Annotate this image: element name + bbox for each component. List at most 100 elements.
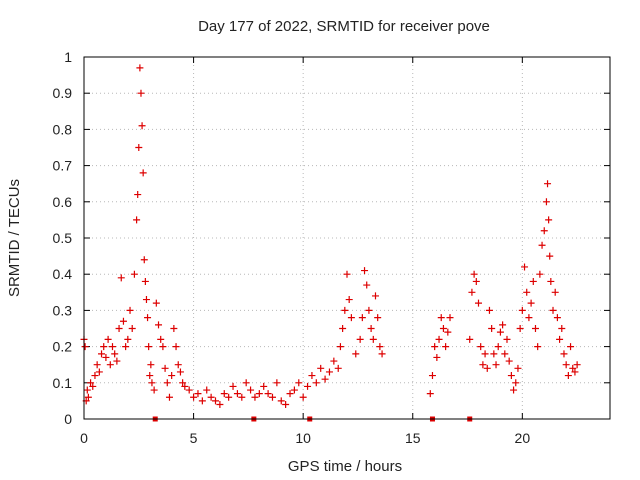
data-point: [111, 350, 119, 358]
data-point: [165, 393, 173, 401]
data-point: [556, 335, 564, 343]
axes: 0 5 10 15 20 0 0.1 0.2 0.3 0.4 0.5 0.6 0.7 0.8 0.9 1: [53, 49, 610, 446]
data-point: [264, 390, 272, 398]
data-point: [229, 382, 237, 390]
data-point: [345, 296, 353, 304]
y-tick-label: 0: [64, 411, 72, 427]
y-tick-label: 0.3: [53, 302, 73, 318]
data-point: [374, 314, 382, 322]
data-point: [341, 306, 349, 314]
data-point: [135, 144, 143, 151]
data-point: [168, 372, 176, 380]
data-point: [91, 372, 99, 380]
y-axis-label: SRMTID / TECUs: [6, 179, 23, 297]
data-point: [119, 317, 127, 325]
data-point: [569, 364, 577, 372]
data-point: [170, 325, 178, 332]
data-point: [181, 382, 189, 390]
data-point: [98, 350, 106, 358]
data-point: [242, 379, 250, 387]
y-tick-label: 0.4: [53, 266, 73, 282]
data-point: [356, 335, 364, 343]
data-point: [505, 357, 513, 365]
data-point: [512, 379, 520, 387]
data-point: [549, 306, 557, 314]
data-point: [130, 270, 138, 278]
data-point: [155, 321, 163, 329]
x-tick-label: 20: [515, 430, 531, 446]
data-point: [492, 361, 500, 369]
data-point: [496, 328, 504, 336]
data-point: [542, 198, 550, 206]
data-point: [286, 390, 294, 398]
data-point: [304, 382, 312, 390]
plot-frame: [83, 56, 611, 420]
data-point: [562, 361, 570, 369]
data-point: [483, 364, 491, 372]
y-tick-label: 0.5: [53, 230, 73, 246]
data-point: [83, 386, 91, 394]
data-point: [367, 325, 375, 332]
data-point: [268, 393, 276, 401]
data-point: [194, 390, 202, 398]
data-point: [152, 299, 160, 307]
data-point: [325, 368, 333, 376]
y-tick-label: 0.9: [53, 85, 73, 101]
data-point: [198, 397, 206, 405]
data-point: [426, 390, 434, 398]
data-point: [150, 386, 158, 394]
data-point: [540, 227, 548, 235]
data-point: [433, 353, 441, 361]
data-point: [203, 386, 211, 394]
data-point: [369, 335, 377, 343]
data-point: [501, 350, 509, 358]
x-tick-label: 5: [190, 430, 198, 446]
data-point: [207, 393, 215, 401]
x-tick-label: 15: [405, 430, 421, 446]
data-point: [317, 364, 325, 372]
data-point: [363, 281, 371, 289]
data-point: [466, 335, 474, 343]
data-point: [139, 169, 147, 177]
data-point: [133, 216, 141, 224]
data-point: [564, 372, 572, 380]
data-point: [358, 314, 366, 322]
data-point: [334, 364, 342, 372]
data-point: [477, 343, 485, 351]
x-tick-label: 10: [295, 430, 311, 446]
data-point: [573, 361, 581, 369]
data-point: [558, 325, 566, 332]
data-point: [545, 216, 553, 224]
data-point: [255, 390, 263, 398]
data-point: [220, 390, 228, 398]
data-point: [544, 180, 552, 188]
data-point: [115, 325, 123, 332]
data-point: [89, 382, 97, 390]
y-tick-label: 0.6: [53, 194, 73, 210]
y-tick-label: 1: [64, 49, 72, 65]
data-point: [172, 343, 180, 351]
data-point: [87, 379, 95, 387]
data-point: [567, 343, 575, 351]
data-point: [308, 372, 316, 380]
data-point: [468, 288, 476, 296]
data-point: [141, 277, 149, 285]
y-tick-label: 0.8: [53, 121, 73, 137]
data-point: [225, 393, 233, 401]
data-point: [330, 357, 338, 365]
data-point: [553, 314, 561, 322]
data-point: [148, 379, 156, 387]
data-point: [137, 89, 145, 97]
data-point: [361, 267, 369, 275]
data-point: [145, 343, 153, 351]
data-point: [499, 321, 507, 329]
data-point: [102, 353, 110, 361]
data-point: [521, 263, 529, 271]
data-point: [534, 343, 542, 351]
data-point: [444, 328, 452, 336]
data-point: [146, 372, 154, 380]
data-point: [81, 343, 89, 351]
data-point: [479, 361, 487, 369]
data-point: [295, 379, 303, 387]
data-point: [124, 335, 132, 343]
